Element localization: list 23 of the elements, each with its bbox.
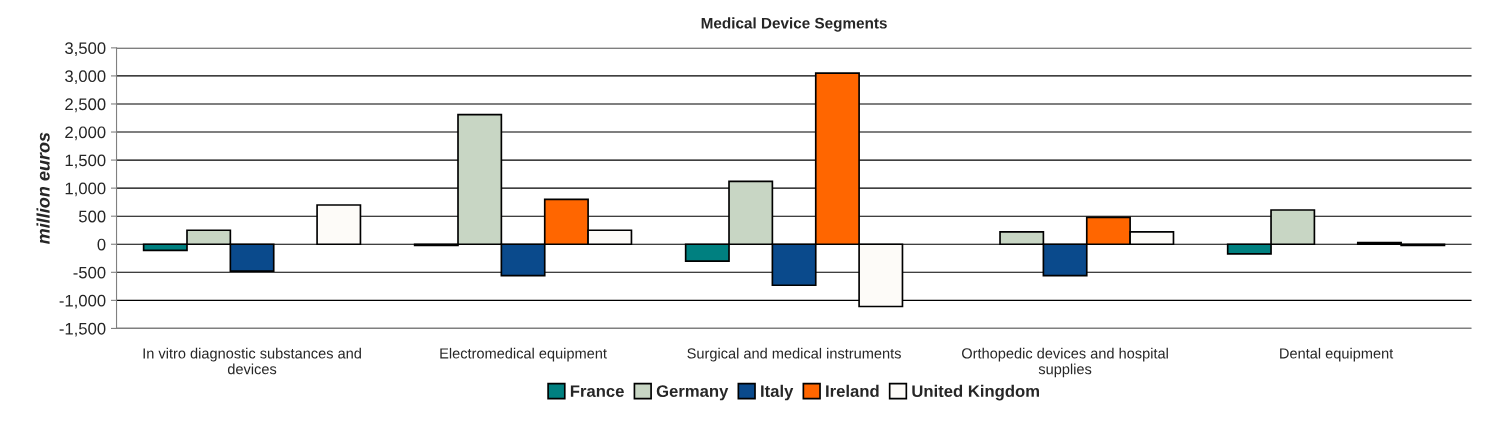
x-tick-label: Electromedical equipment: [440, 347, 607, 362]
y-tick-label: 2,000: [65, 126, 106, 141]
legend-label: France: [570, 385, 624, 398]
legend-label: Italy: [761, 384, 794, 401]
y-tick-label: 3,000: [65, 70, 106, 85]
y-tick-label: 500: [78, 210, 106, 223]
legend-label: Germany: [656, 385, 729, 401]
x-tick-label: Orthopedic devices and hospital supplies: [962, 347, 1168, 378]
y-tick-label: 1,000: [65, 182, 106, 197]
y-tick-label: 0: [97, 238, 106, 251]
legend-label: Ireland: [826, 384, 879, 398]
x-tick-label: Surgical and medical instruments: [687, 347, 901, 362]
x-tick-label: Dental equipment: [1280, 347, 1394, 362]
y-tick-label: -500: [73, 266, 106, 279]
y-axis-title: million euros: [36, 132, 50, 245]
chart-title: Medical Device Segments: [701, 17, 887, 32]
y-tick-label: 3,500: [65, 42, 106, 57]
y-tick-label: -1,500: [59, 322, 106, 337]
y-tick-label: -1,000: [59, 294, 106, 309]
y-tick-label: 2,500: [65, 98, 106, 113]
legend-label: United Kingdom: [912, 384, 1039, 401]
y-tick-label: 1,500: [65, 154, 106, 169]
x-tick-label: In vitro diagnostic substances and devices: [143, 347, 361, 375]
